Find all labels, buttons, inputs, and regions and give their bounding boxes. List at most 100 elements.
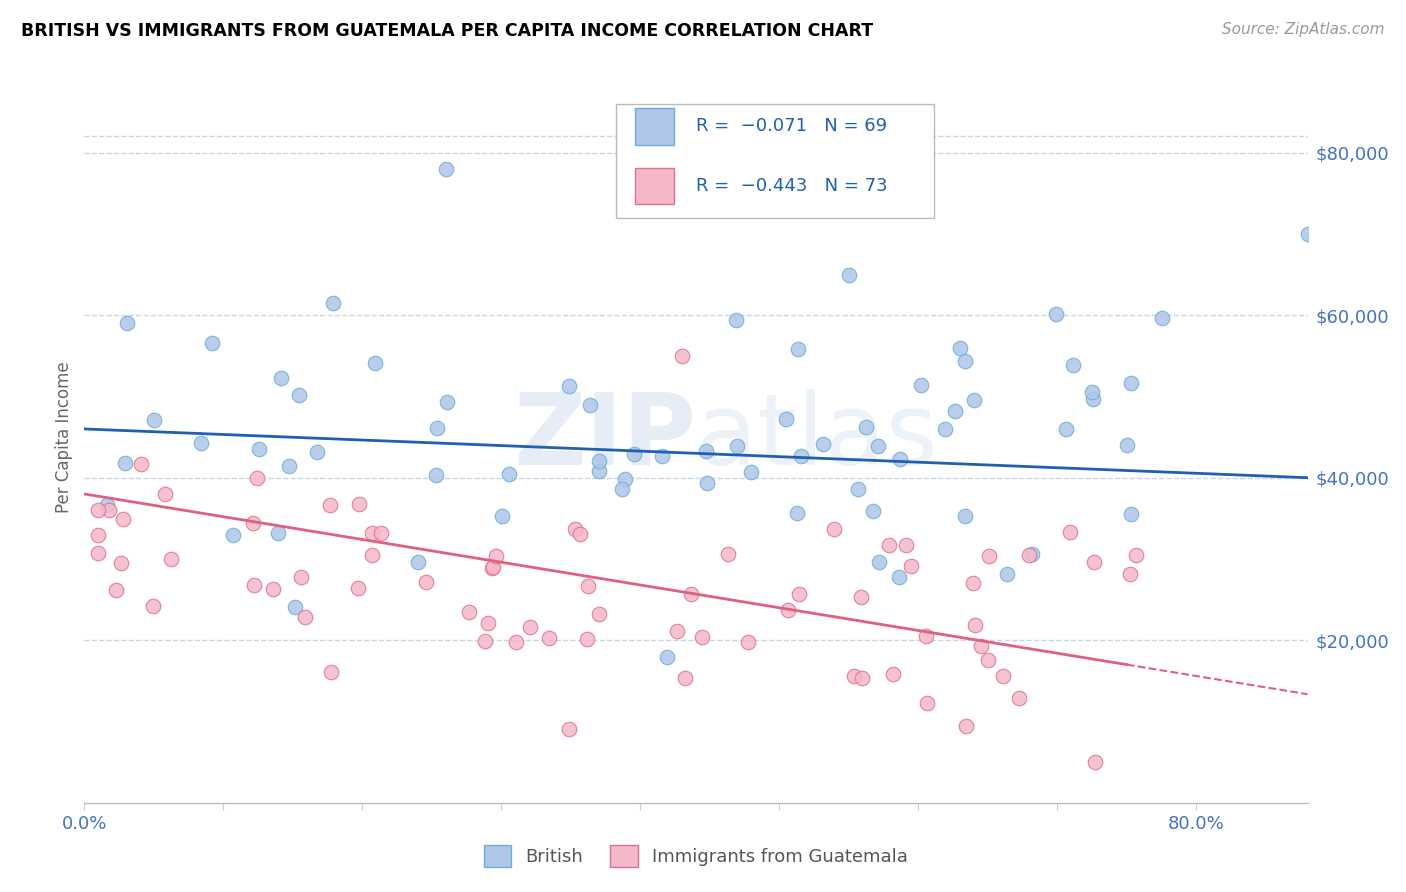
Point	[458, 605, 481, 619]
Point	[474, 634, 496, 648]
Point	[877, 538, 900, 552]
Point	[142, 599, 165, 613]
Point	[242, 516, 264, 530]
Point	[87, 527, 110, 541]
Text: Source: ZipAtlas.com: Source: ZipAtlas.com	[1222, 22, 1385, 37]
Point	[370, 526, 392, 541]
Point	[887, 570, 910, 584]
Point	[1119, 376, 1142, 390]
Point	[977, 549, 1000, 564]
Point	[673, 671, 696, 685]
Point	[717, 547, 740, 561]
Point	[846, 483, 869, 497]
Point	[1045, 307, 1067, 321]
Point	[962, 576, 984, 591]
Point	[970, 640, 993, 654]
Point	[1125, 549, 1147, 563]
Point	[991, 669, 1014, 683]
Point	[347, 581, 370, 595]
Point	[477, 616, 499, 631]
Point	[588, 464, 610, 478]
Point	[949, 341, 972, 355]
Point	[415, 575, 437, 590]
Point	[347, 497, 370, 511]
Text: atlas: atlas	[696, 389, 938, 485]
Point	[155, 487, 177, 501]
Point	[915, 697, 938, 711]
Point	[114, 456, 136, 470]
Point	[87, 546, 110, 560]
Text: R =  −0.443   N = 73: R = −0.443 N = 73	[696, 178, 887, 195]
Point	[481, 561, 503, 575]
Point	[426, 421, 449, 435]
Point	[650, 449, 672, 463]
Point	[1116, 437, 1139, 451]
Point	[955, 508, 977, 523]
Point	[498, 467, 520, 482]
Point	[737, 635, 759, 649]
Point	[505, 635, 527, 649]
Point	[855, 420, 877, 434]
FancyBboxPatch shape	[636, 108, 673, 145]
Point	[900, 559, 922, 574]
Point	[142, 412, 165, 426]
Point	[481, 560, 503, 574]
Text: ZIP: ZIP	[513, 389, 696, 485]
Point	[1119, 508, 1142, 522]
Point	[849, 590, 872, 604]
Point	[786, 506, 808, 520]
Point	[844, 669, 866, 683]
Point	[775, 411, 797, 425]
Point	[1062, 358, 1084, 372]
Legend: British, Immigrants from Guatemala: British, Immigrants from Guatemala	[477, 838, 915, 874]
Point	[406, 555, 429, 569]
Point	[425, 467, 447, 482]
Point	[953, 353, 976, 368]
Point	[963, 393, 986, 408]
Point	[915, 629, 938, 643]
Point	[1059, 524, 1081, 539]
Point	[995, 567, 1018, 582]
Point	[811, 436, 834, 450]
Point	[361, 548, 384, 562]
Point	[671, 349, 693, 363]
Point	[1152, 311, 1174, 326]
Point	[87, 503, 110, 517]
Point	[1083, 556, 1105, 570]
Point	[270, 371, 292, 385]
Point	[623, 447, 645, 461]
Point	[786, 342, 808, 356]
Point	[612, 482, 634, 496]
Point	[851, 671, 873, 685]
Y-axis label: Per Capita Income: Per Capita Income	[55, 361, 73, 513]
Point	[963, 618, 986, 632]
FancyBboxPatch shape	[616, 104, 935, 218]
Point	[1080, 385, 1102, 400]
Point	[96, 498, 118, 512]
Point	[318, 498, 340, 512]
Point	[322, 295, 344, 310]
Point	[222, 527, 245, 541]
Point	[862, 504, 884, 518]
Point	[692, 630, 714, 644]
Point	[1296, 227, 1319, 241]
Point	[724, 313, 747, 327]
Point	[696, 476, 718, 491]
Point	[558, 379, 581, 393]
Point	[110, 556, 132, 570]
Point	[104, 582, 127, 597]
Point	[838, 268, 860, 282]
Point	[1054, 422, 1077, 436]
Point	[519, 620, 541, 634]
Point	[564, 522, 586, 536]
Point	[740, 465, 762, 479]
Point	[129, 458, 152, 472]
Point	[787, 586, 810, 600]
Point	[1018, 548, 1040, 562]
Point	[190, 436, 212, 450]
Point	[294, 610, 316, 624]
Text: BRITISH VS IMMIGRANTS FROM GUATEMALA PER CAPITA INCOME CORRELATION CHART: BRITISH VS IMMIGRANTS FROM GUATEMALA PER…	[21, 22, 873, 40]
Point	[247, 442, 270, 457]
Point	[790, 449, 813, 463]
Point	[1118, 567, 1140, 582]
